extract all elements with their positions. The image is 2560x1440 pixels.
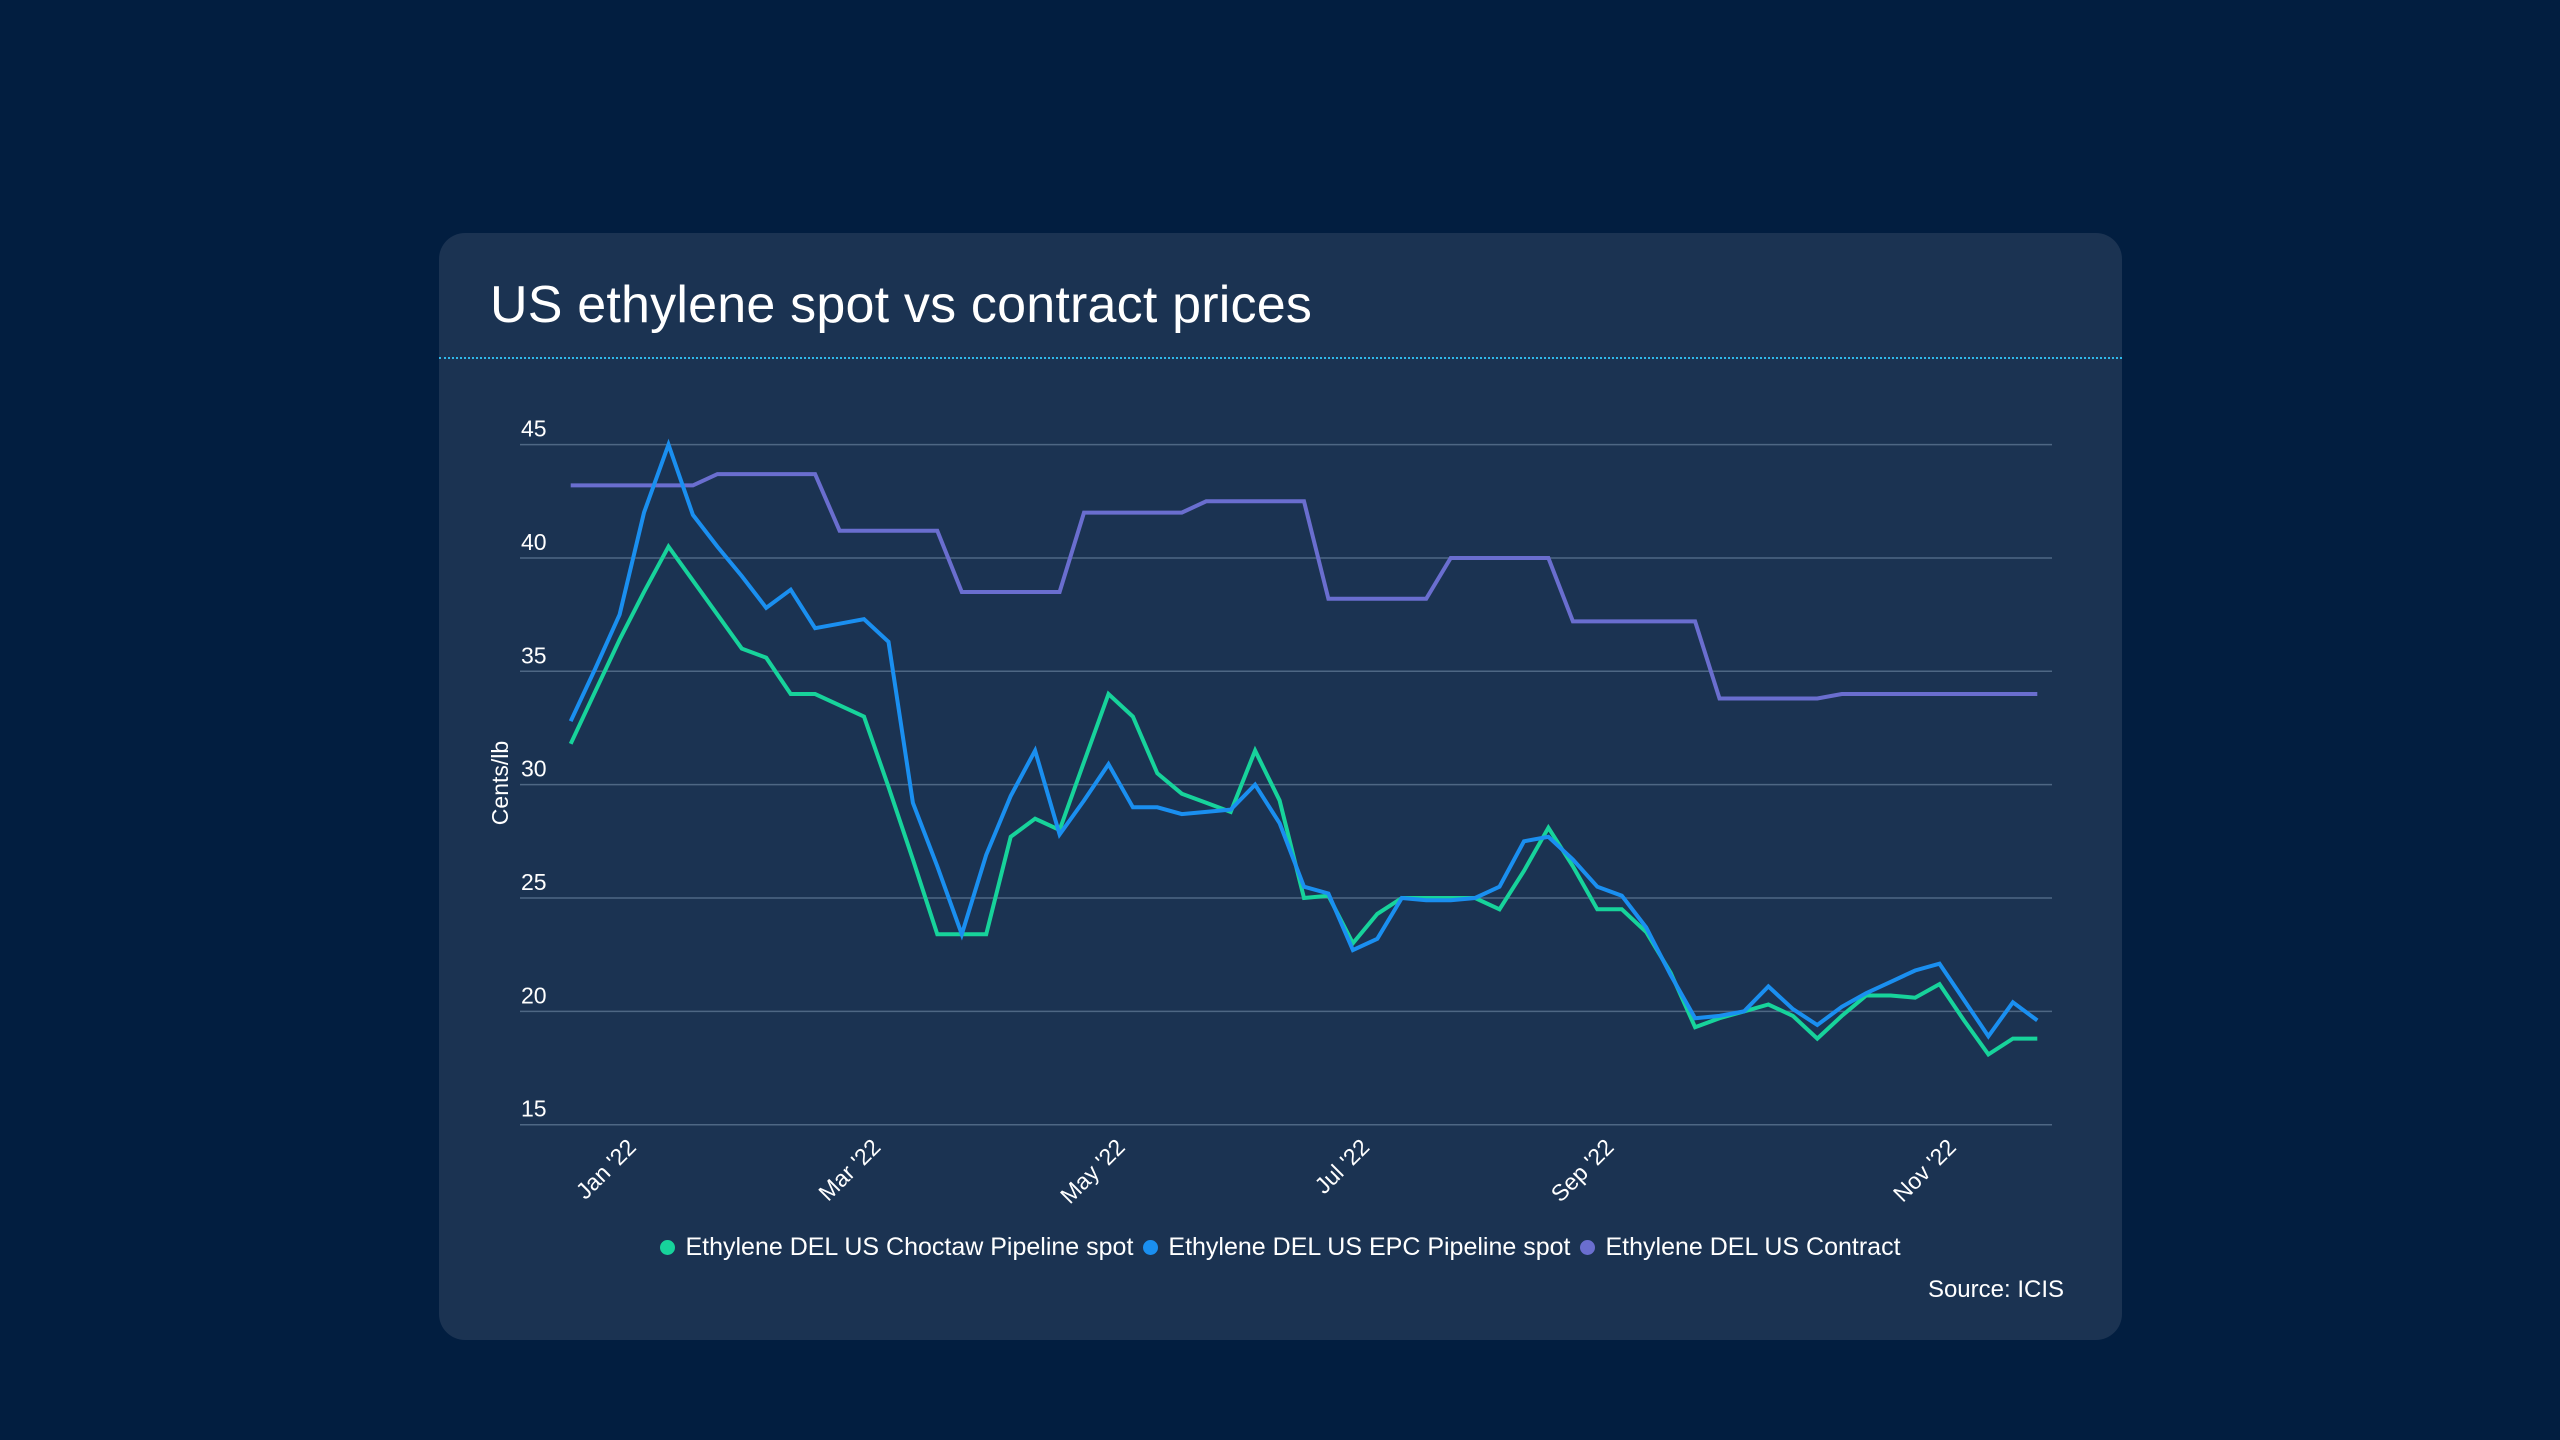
y-tick-label: 40	[521, 529, 547, 555]
line-chart: 15 20 25 30 35 40 45 Cents/lb Jan '22 Mar '22 Ma…	[487, 416, 2052, 1209]
legend-label-epc: Ethylene DEL US EPC Pipeline spot	[1168, 1233, 1571, 1261]
legend-label-choctaw: Ethylene DEL US Choctaw Pipeline spot	[685, 1233, 1134, 1261]
legend-marker-contract	[1580, 1240, 1596, 1255]
series-line-choctaw[interactable]	[568, 542, 2038, 1058]
legend-item-choctaw[interactable]: Ethylene DEL US Choctaw Pipeline spot	[660, 1233, 1133, 1262]
legend-label-contract: Ethylene DEL US Contract	[1605, 1233, 1901, 1261]
y-tick-label: 30	[521, 756, 547, 782]
x-tick-label: Sep '22	[1546, 1134, 1619, 1207]
legend-item-contract[interactable]: Ethylene DEL US Contract	[1580, 1233, 1901, 1262]
legend: Ethylene DEL US Choctaw Pipeline spot Et…	[439, 1233, 2122, 1262]
x-tick-label: Nov '22	[1888, 1134, 1961, 1207]
chart-title: US ethylene spot vs contract prices	[490, 276, 1313, 334]
legend-marker-choctaw	[660, 1240, 676, 1255]
legend-marker-epc	[1143, 1240, 1159, 1255]
series-line-contract[interactable]	[570, 472, 2038, 701]
chart-card: US ethylene spot vs contract prices 15 20…	[439, 233, 2122, 1340]
x-tick-label: Jul '22	[1309, 1134, 1374, 1199]
y-tick-label: 45	[521, 416, 547, 442]
y-axis-ticks: 15 20 25 30 35 40 45	[521, 416, 547, 1122]
x-tick-label: May '22	[1055, 1134, 1130, 1209]
series-line-epc[interactable]	[568, 438, 2039, 1040]
y-tick-label: 25	[521, 869, 547, 895]
legend-item-epc[interactable]: Ethylene DEL US EPC Pipeline spot	[1143, 1233, 1570, 1262]
y-tick-label: 20	[521, 982, 547, 1008]
title-divider	[439, 357, 2122, 359]
x-tick-label: Mar '22	[813, 1134, 885, 1206]
y-tick-label: 35	[521, 642, 547, 668]
x-axis-ticks: Jan '22 Mar '22 May '22 Jul '22 Sep '22 Nov '…	[571, 1134, 1961, 1209]
source-note: Source: ICIS	[1927, 1276, 2064, 1303]
y-tick-label: 15	[521, 1096, 547, 1122]
series-lines	[568, 438, 2039, 1058]
x-tick-label: Jan '22	[571, 1134, 641, 1204]
y-axis-label: Cents/lb	[487, 741, 513, 825]
